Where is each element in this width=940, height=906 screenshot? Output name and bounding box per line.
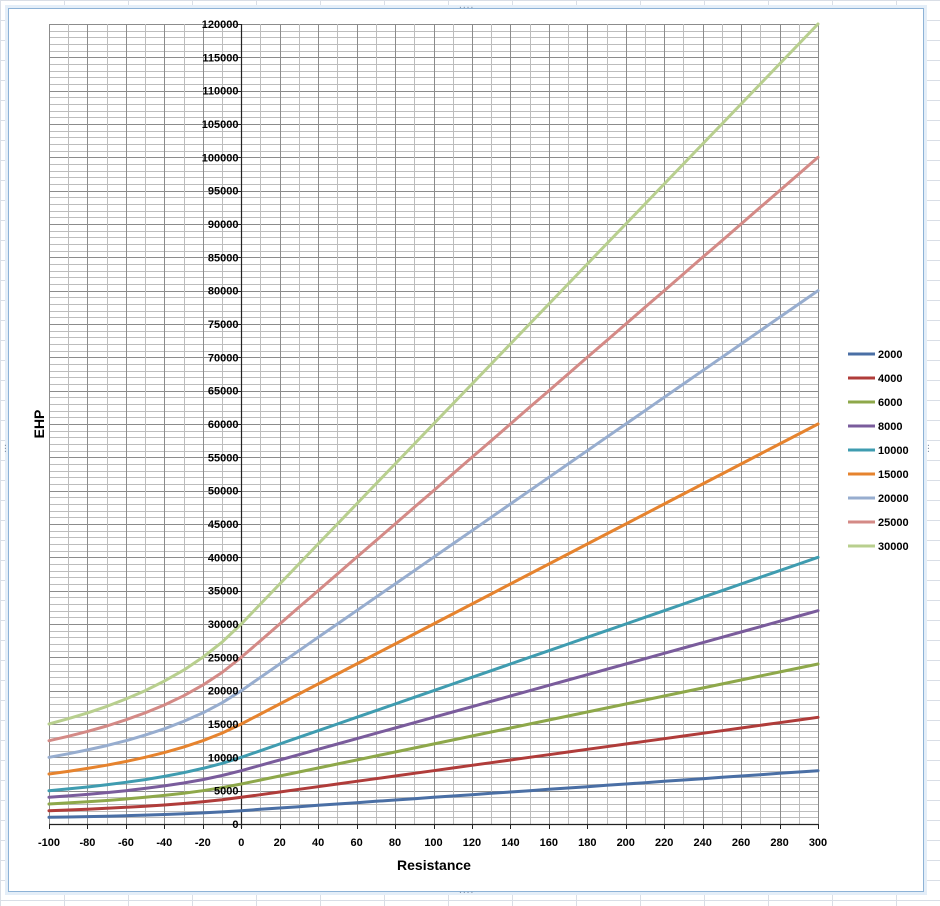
x-tick-label: 100	[424, 837, 442, 849]
x-axis-title: Resistance	[397, 857, 471, 873]
series-line-6000	[47, 662, 820, 806]
x-tick-label: -60	[118, 837, 134, 849]
y-tick-label: 100000	[202, 152, 239, 164]
legend-label-15000: 15000	[878, 469, 909, 481]
y-tick-label: 20000	[208, 686, 239, 698]
x-tick-label: 80	[389, 837, 401, 849]
y-tick-label: 40000	[208, 552, 239, 564]
x-tick-label: -20	[195, 837, 211, 849]
series-line-8000	[47, 609, 820, 799]
x-tick-label: 60	[350, 837, 362, 849]
y-tick-label: 105000	[202, 119, 239, 131]
y-tick-label: 45000	[208, 519, 239, 531]
resize-handle-top[interactable]: ····	[458, 3, 474, 12]
series-line-2000	[47, 769, 820, 819]
x-tick-label: -40	[156, 837, 172, 849]
x-tick-label: 240	[693, 837, 711, 849]
series-line-25000	[47, 155, 820, 743]
x-tick-label: 0	[238, 837, 244, 849]
y-tick-label: 30000	[208, 619, 239, 631]
y-tick-label: 0	[232, 819, 238, 831]
legend-label-25000: 25000	[878, 517, 909, 529]
x-tick-label: 260	[732, 837, 750, 849]
x-tick-label: 20	[274, 837, 286, 849]
y-tick-label: 15000	[208, 719, 239, 731]
x-axis-tick-labels: -100 -80 -60 -40 -20 0 20 40 60 80 100 120 140 160 180…	[38, 837, 827, 849]
x-tick-label: 140	[501, 837, 519, 849]
y-axis-tick-labels: 0 5000 10000 15000 20000 25000 30000 35000 40000…	[202, 19, 239, 831]
y-tick-label: 120000	[202, 19, 239, 31]
x-tick-label: 180	[578, 837, 596, 849]
y-tick-label: 35000	[208, 586, 239, 598]
y-tick-label: 75000	[208, 319, 239, 331]
resize-handle-left[interactable]: · · ·	[3, 441, 8, 456]
y-tick-label: 65000	[208, 386, 239, 398]
x-tick-label: -100	[38, 837, 60, 849]
y-tick-label: 90000	[208, 219, 239, 231]
x-tick-label: 280	[770, 837, 788, 849]
y-axis-title: EHP	[31, 410, 47, 439]
x-tick-label: 220	[655, 837, 673, 849]
y-tick-label: 85000	[208, 252, 239, 264]
x-tick-label: 300	[809, 837, 827, 849]
x-tick-label: -80	[79, 837, 95, 849]
y-tick-label: 10000	[208, 752, 239, 764]
legend-label-2000: 2000	[878, 349, 902, 361]
x-tick-label: 200	[617, 837, 635, 849]
x-tick-label: 40	[312, 837, 324, 849]
y-tick-label: 50000	[208, 486, 239, 498]
legend: 2000 4000 6000 8000 10000 15000 20000 25000 3000…	[848, 349, 909, 553]
y-tick-label: 95000	[208, 186, 239, 198]
legend-label-8000: 8000	[878, 421, 902, 433]
series-line-20000	[47, 289, 820, 759]
y-tick-label: 55000	[208, 452, 239, 464]
legend-label-4000: 4000	[878, 373, 902, 385]
series-line-4000	[47, 715, 820, 813]
series-line-10000	[47, 555, 820, 793]
legend-label-20000: 20000	[878, 493, 909, 505]
resize-handle-bottom[interactable]: ····	[458, 888, 474, 897]
series-line-30000	[47, 22, 820, 726]
y-tick-label: 60000	[208, 419, 239, 431]
series-line-15000	[47, 422, 820, 776]
y-tick-label: 25000	[208, 652, 239, 664]
y-tick-label: 115000	[202, 52, 238, 64]
y-tick-label: 80000	[208, 286, 239, 298]
y-tick-label: 110000	[202, 86, 238, 98]
y-tick-label: 70000	[208, 352, 239, 364]
legend-label-30000: 30000	[878, 541, 909, 553]
legend-label-6000: 6000	[878, 397, 902, 409]
resize-handle-right[interactable]: · · ·	[926, 441, 931, 456]
y-tick-label: 5000	[214, 786, 238, 798]
x-tick-label: 160	[540, 837, 558, 849]
legend-label-10000: 10000	[878, 445, 909, 457]
x-tick-label: 120	[463, 837, 481, 849]
series-lines	[47, 22, 820, 819]
